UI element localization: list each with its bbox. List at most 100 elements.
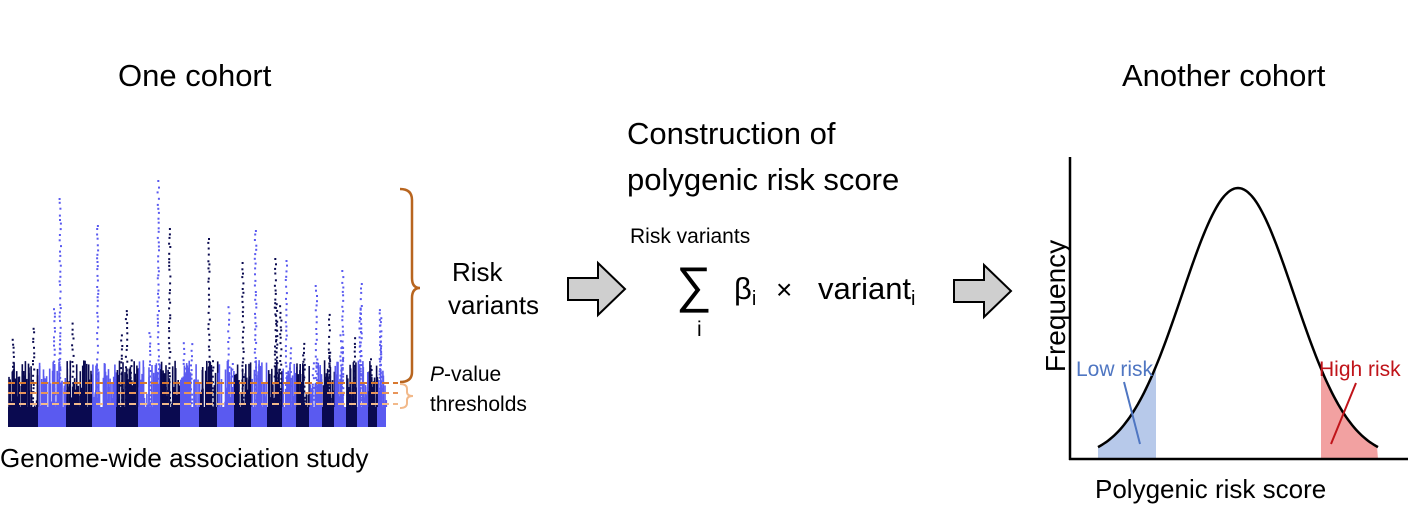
snp-point xyxy=(241,276,244,279)
snp-point xyxy=(280,377,283,380)
snp-point xyxy=(241,369,244,372)
snp-point xyxy=(330,397,332,407)
snp-point xyxy=(242,291,245,294)
snp-point xyxy=(53,308,55,311)
snp-point xyxy=(58,347,61,350)
snp-point xyxy=(289,389,291,392)
snp-point xyxy=(190,402,193,405)
snp-point xyxy=(149,394,152,397)
snp-point xyxy=(292,396,294,407)
snp-point xyxy=(58,234,61,236)
snp-point xyxy=(330,404,332,407)
snp-point xyxy=(242,404,245,407)
snp-point xyxy=(279,342,282,345)
snp-point xyxy=(126,345,129,347)
snp-point xyxy=(253,239,256,241)
snp-point xyxy=(296,363,298,407)
snp-point xyxy=(259,374,261,407)
snp-point xyxy=(71,361,74,363)
snp-point xyxy=(358,320,361,323)
middle-title-line2: polygenic risk score xyxy=(627,162,900,197)
snp-point xyxy=(285,377,288,379)
snp-point xyxy=(148,332,151,335)
snp-point xyxy=(290,377,292,380)
snp-point xyxy=(18,376,21,407)
snp-point xyxy=(255,369,257,372)
snp-point xyxy=(278,385,281,407)
snp-point xyxy=(165,387,167,407)
snp-point xyxy=(297,374,300,407)
snp-point xyxy=(125,386,128,389)
snp-point xyxy=(168,375,171,378)
snp-point xyxy=(10,403,12,407)
snp-point xyxy=(59,332,62,335)
snp-point xyxy=(126,406,129,407)
snp-point xyxy=(316,358,319,361)
snp-point xyxy=(107,405,109,407)
snp-point xyxy=(320,374,322,407)
snp-point xyxy=(353,360,356,363)
snp-point xyxy=(81,396,83,407)
snp-point xyxy=(314,383,317,407)
snp-point xyxy=(157,283,160,286)
snp-point xyxy=(208,397,211,400)
snp-point xyxy=(286,375,288,407)
snp-point xyxy=(32,387,35,390)
snp-point xyxy=(96,296,99,299)
snp-point xyxy=(204,370,207,407)
snp-point xyxy=(124,372,126,407)
snp-point xyxy=(341,340,344,343)
snp-point xyxy=(378,318,381,321)
snp-point xyxy=(210,373,213,407)
snp-point xyxy=(328,377,331,380)
snp-point xyxy=(342,310,345,313)
snp-point xyxy=(358,345,361,348)
snp-point xyxy=(129,366,132,407)
snp-point xyxy=(32,397,35,400)
snp-point xyxy=(212,366,215,369)
snp-point xyxy=(124,355,127,358)
snp-point xyxy=(312,377,315,380)
snp-point xyxy=(149,360,151,363)
bracket-label-line2: variants xyxy=(448,290,540,320)
snp-point xyxy=(32,360,34,362)
snp-point xyxy=(329,351,332,354)
snp-point xyxy=(302,365,305,368)
snp-point xyxy=(183,395,186,398)
snp-point xyxy=(33,368,36,371)
snp-point xyxy=(242,384,244,387)
snp-point xyxy=(112,398,114,407)
snp-point xyxy=(340,385,343,388)
snp-point xyxy=(359,318,362,321)
snp-point xyxy=(315,404,318,407)
snp-point xyxy=(341,290,344,293)
snp-point xyxy=(72,397,75,400)
snp-point xyxy=(28,394,31,407)
snp-point xyxy=(379,371,382,374)
snp-point xyxy=(30,366,32,407)
snp-point xyxy=(107,387,110,407)
snp-point xyxy=(303,347,305,350)
snp-point xyxy=(59,376,62,379)
snp-point xyxy=(328,329,331,332)
snp-point xyxy=(53,327,56,329)
snp-point xyxy=(58,315,61,318)
snp-point xyxy=(241,361,244,364)
low-risk-label: Low risk xyxy=(1076,358,1154,381)
snp-point xyxy=(156,388,159,391)
snp-point xyxy=(201,369,204,407)
snp-point xyxy=(372,381,375,407)
snp-point xyxy=(379,324,382,327)
snp-point xyxy=(254,328,257,331)
snp-point xyxy=(279,404,282,407)
snp-point xyxy=(341,401,344,403)
snp-point xyxy=(241,364,244,367)
snp-point xyxy=(279,372,282,375)
snp-point xyxy=(379,368,382,371)
snp-point xyxy=(48,368,51,407)
snp-point xyxy=(211,396,214,399)
snp-point xyxy=(289,352,292,355)
snp-point xyxy=(227,306,230,309)
snp-point xyxy=(129,388,132,390)
snp-point xyxy=(58,260,61,263)
